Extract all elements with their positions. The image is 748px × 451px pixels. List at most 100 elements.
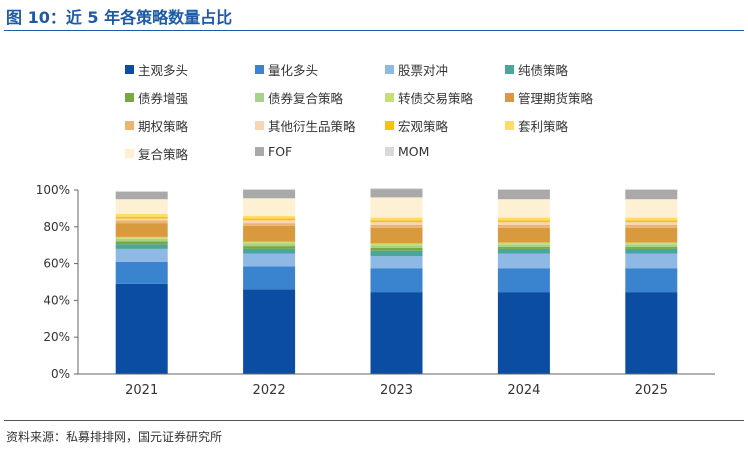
legend-item: MOM (385, 144, 429, 159)
bar-segment (370, 247, 423, 251)
bar-segment (497, 224, 550, 228)
bar-segment (497, 227, 550, 243)
legend-swatch (505, 121, 514, 130)
legend-label: MOM (398, 144, 430, 159)
bar-segment (243, 218, 296, 221)
x-tick-label: 2024 (507, 383, 540, 398)
bar-segment (625, 199, 678, 218)
source-note: 资料来源：私募排排网，国元证券研究所 (6, 430, 223, 444)
bar-segment (243, 248, 296, 254)
bar-segment (625, 222, 678, 225)
bar-segment (625, 247, 678, 249)
bar-segment (115, 244, 168, 249)
bar-segment (243, 225, 296, 242)
legend-swatch (125, 149, 134, 158)
bar-segment (243, 190, 296, 199)
bar-segment (370, 217, 423, 221)
bar-segment (370, 222, 423, 225)
bar-segment (243, 266, 296, 290)
bar-segment (625, 224, 678, 228)
bar-segment (115, 199, 168, 214)
bar-segment (243, 289, 296, 374)
legend-swatch (505, 93, 514, 102)
bar-segment (243, 243, 296, 247)
bar-segment (497, 199, 550, 218)
bar-segment (115, 283, 168, 374)
legend-item: 量化多头 (255, 60, 318, 79)
bar-segment (625, 248, 678, 254)
bar-segment (497, 189, 550, 190)
legend-item: 管理期货策略 (505, 88, 593, 107)
legend-swatch (255, 65, 264, 74)
legend-item: 转债交易策略 (385, 88, 473, 107)
legend-swatch (385, 121, 394, 130)
bar-segment (625, 190, 678, 200)
bar-segment (370, 268, 423, 293)
bar-segment (115, 223, 168, 237)
bar-segment (370, 292, 423, 374)
bar-segment (497, 220, 550, 223)
bar-segment (370, 250, 423, 257)
bar-segment (115, 238, 168, 242)
bar-segment (497, 222, 550, 225)
bar-segment (243, 223, 296, 226)
bar-segment (243, 198, 296, 216)
y-tick-label: 80% (43, 220, 70, 234)
y-tick-label: 60% (43, 257, 70, 271)
bar-segment (115, 261, 168, 284)
bar-segment (243, 220, 296, 224)
bar-segment (370, 245, 423, 248)
bar-segment (370, 243, 423, 246)
legend-item: FOF (255, 144, 292, 159)
legend-label: 套利策略 (518, 119, 569, 134)
bar-segment (497, 253, 550, 269)
legend-swatch (125, 93, 134, 102)
legend-item: 债券增强 (125, 88, 188, 107)
y-tick-label: 40% (43, 293, 70, 307)
bar-segment (370, 256, 423, 269)
chart-title: 图 10：近 5 年各策略数量占比 (6, 8, 233, 27)
bar-segment (370, 220, 423, 223)
bar-segment (497, 247, 550, 249)
bar-segment (115, 191, 168, 200)
legend-label: 量化多头 (268, 63, 319, 78)
bar-segment (370, 224, 423, 228)
legend-label: FOF (268, 144, 293, 159)
bar-segment (115, 236, 168, 239)
bar-segment (497, 268, 550, 293)
legend-label: 管理期货策略 (518, 91, 594, 106)
legend-item: 其他衍生品策略 (255, 116, 356, 135)
bar-segment (115, 248, 168, 262)
source-divider (4, 420, 744, 421)
bar-segment (115, 241, 168, 245)
x-tick-label: 2022 (253, 383, 286, 398)
bar-segment (625, 268, 678, 293)
bar-segment (370, 197, 423, 218)
x-tick-label: 2021 (125, 383, 158, 398)
legend-item: 复合策略 (125, 144, 188, 163)
legend-swatch (255, 147, 264, 156)
legend-swatch (125, 65, 134, 74)
legend-swatch (505, 65, 514, 74)
bar-segment (625, 242, 678, 245)
legend-label: 转债交易策略 (398, 91, 474, 106)
legend-swatch (125, 121, 134, 130)
legend-label: 主观多头 (138, 63, 189, 78)
legend-label: 宏观策略 (398, 119, 449, 134)
y-tick-label: 100% (36, 183, 70, 197)
bar-segment (497, 242, 550, 245)
legend-item: 期权策略 (125, 116, 188, 135)
bar-segment (243, 246, 296, 249)
bar-segment (497, 248, 550, 254)
legend-label: 股票对冲 (398, 63, 449, 78)
legend-swatch (255, 93, 264, 102)
legend-swatch (255, 121, 264, 130)
bar-segment (370, 189, 423, 198)
legend-swatch (385, 147, 394, 156)
legend-label: 复合策略 (138, 147, 189, 162)
bar-segment (625, 227, 678, 243)
bar-segment (370, 188, 423, 190)
bar-segment (497, 244, 550, 248)
bar-segment (115, 216, 168, 219)
legend-swatch (385, 93, 394, 102)
